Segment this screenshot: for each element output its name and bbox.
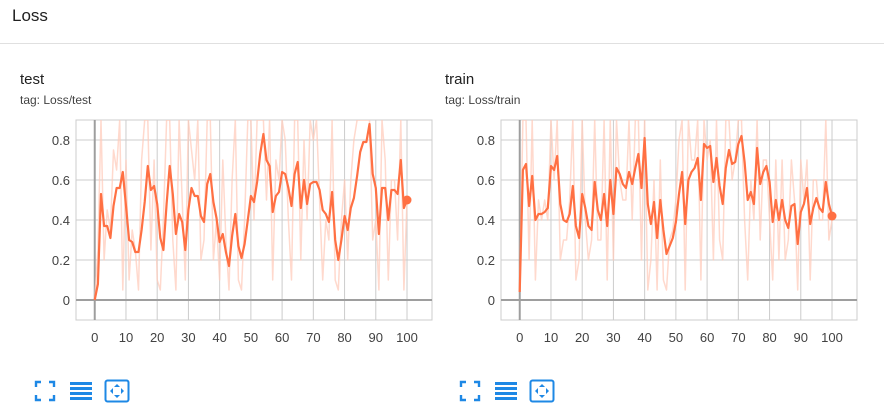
chart-card-test: test tag: Loss/test 0 0.2 0.4 0.6 0.8 0 10 20 30… <box>20 62 440 412</box>
card-tag: tag: Loss/test <box>20 93 92 107</box>
series-line-raw <box>518 120 833 293</box>
x-tick-label: 90 <box>794 330 808 345</box>
chart-test[interactable]: 0 0.2 0.4 0.6 0.8 0 10 20 30 40 50 60 70 80 90 100 <box>20 117 440 373</box>
x-tick-label: 20 <box>150 330 164 345</box>
y-tick-label: 0.8 <box>52 133 70 148</box>
x-tick-label: 50 <box>669 330 683 345</box>
x-tick-label: 70 <box>731 330 745 345</box>
x-tick-label: 30 <box>181 330 195 345</box>
fit-domain-icon[interactable] <box>457 378 483 404</box>
x-tick-label: 0 <box>91 330 98 345</box>
chart-train[interactable]: 0 0.2 0.4 0.6 0.8 0 10 20 30 40 50 60 70 80 90 100 <box>445 117 865 373</box>
plot-border <box>500 119 858 321</box>
card-tag: tag: Loss/train <box>445 93 521 107</box>
x-tick-label: 20 <box>575 330 589 345</box>
toggle-log-scale-icon[interactable] <box>68 378 94 404</box>
y-tick-label: 0.4 <box>52 213 70 228</box>
plot-border <box>75 119 433 321</box>
x-tick-label: 90 <box>369 330 383 345</box>
y-tick-label: 0.4 <box>477 213 495 228</box>
y-tick-label: 0.8 <box>477 133 495 148</box>
expand-chart-icon[interactable] <box>529 378 555 404</box>
x-tick-label: 50 <box>244 330 258 345</box>
last-point-marker <box>827 211 837 221</box>
y-tick-label: 0.6 <box>52 173 70 188</box>
card-title: train <box>445 71 475 88</box>
x-tick-label: 40 <box>637 330 651 345</box>
x-tick-label: 30 <box>606 330 620 345</box>
x-tick-label: 60 <box>700 330 714 345</box>
y-tick-label: 0 <box>63 293 70 308</box>
section-title: Loss <box>12 6 48 25</box>
x-tick-label: 100 <box>821 330 843 345</box>
x-tick-label: 10 <box>544 330 558 345</box>
series-line-smoothed <box>518 134 834 293</box>
x-tick-label: 0 <box>516 330 523 345</box>
series-line-smoothed <box>93 122 409 301</box>
y-tick-label: 0.2 <box>52 253 70 268</box>
section-header[interactable]: Loss <box>0 0 884 44</box>
y-tick-label: 0.6 <box>477 173 495 188</box>
x-tick-label: 10 <box>119 330 133 345</box>
chart-card-train: train tag: Loss/train 0 0.2 0.4 0.6 0.8 0 10 20… <box>445 62 865 412</box>
y-tick-label: 0.2 <box>477 253 495 268</box>
x-tick-label: 80 <box>762 330 776 345</box>
fit-domain-icon[interactable] <box>32 378 58 404</box>
x-tick-label: 100 <box>396 330 418 345</box>
toggle-log-scale-icon[interactable] <box>493 378 519 404</box>
card-title: test <box>20 71 45 88</box>
x-tick-label: 60 <box>275 330 289 345</box>
y-tick-label: 0 <box>488 293 495 308</box>
series-line-raw <box>93 120 408 301</box>
last-point-marker <box>402 195 412 205</box>
x-tick-label: 70 <box>306 330 320 345</box>
expand-chart-icon[interactable] <box>104 378 130 404</box>
x-tick-label: 40 <box>212 330 226 345</box>
x-tick-label: 80 <box>337 330 351 345</box>
